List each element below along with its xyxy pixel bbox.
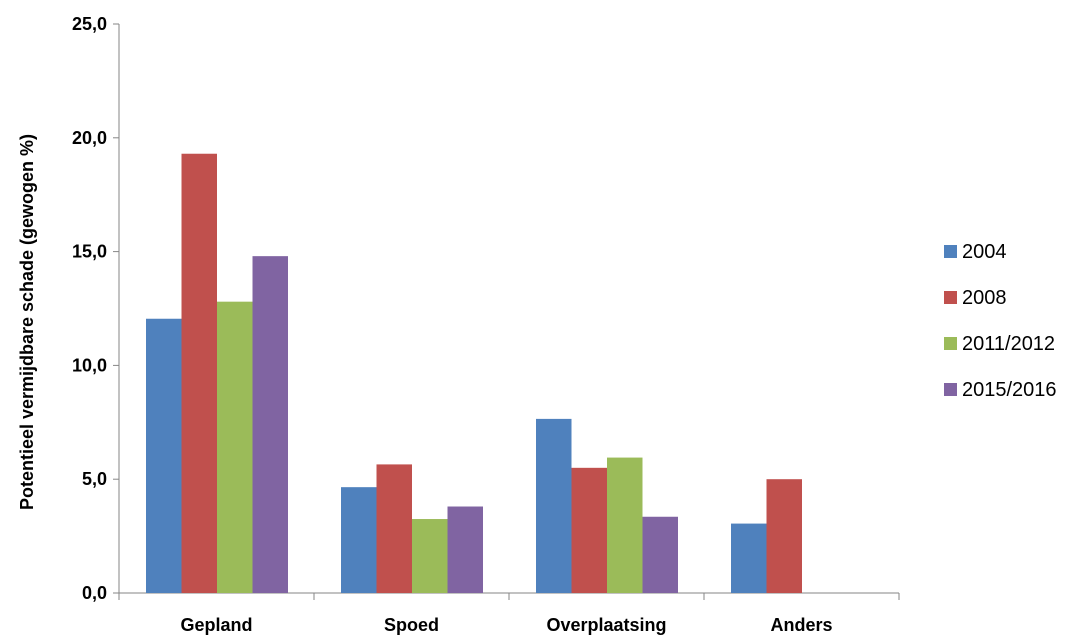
legend-swatch (944, 383, 957, 396)
bar-overplaatsing-2011-2012 (607, 457, 643, 593)
category-labels: Gepland Spoed Overplaatsing Anders (180, 615, 832, 635)
legend-item: 2015/2016 (944, 379, 1057, 401)
category-label: Gepland (180, 615, 252, 635)
bar-anders-2004 (731, 523, 767, 593)
legend-swatch (944, 245, 957, 258)
category-label: Overplaatsing (546, 615, 666, 635)
bar-spoed-2015-2016 (447, 506, 483, 593)
y-tick-label: 10,0 (72, 355, 107, 375)
legend-label: 2011/2012 (962, 333, 1055, 355)
legend-item: 2011/2012 (944, 333, 1055, 355)
y-axis: 0,0 5,0 10,0 15,0 20,0 25,0 (72, 14, 120, 603)
legend-swatch (944, 337, 957, 350)
legend-swatch (944, 291, 957, 304)
y-axis-label: Potentieel vermijdbare schade (gewogen %… (17, 134, 37, 510)
bar-gepland-2008 (181, 153, 217, 593)
bar-anders-2008 (766, 479, 802, 593)
category-label: Anders (770, 615, 832, 635)
legend-item: 2008 (944, 287, 1007, 309)
legend-label: 2015/2016 (962, 379, 1057, 401)
bar-gepland-2011-2012 (217, 301, 253, 593)
bar-spoed-2004 (341, 487, 377, 593)
y-tick-label: 0,0 (82, 583, 107, 603)
legend-item: 2004 (944, 241, 1007, 263)
y-tick-label: 20,0 (72, 128, 107, 148)
y-tick-label: 15,0 (72, 242, 107, 262)
y-tick-label: 5,0 (82, 469, 107, 489)
bar-spoed-2008 (376, 464, 412, 593)
bar-overplaatsing-2004 (536, 418, 572, 593)
category-label: Spoed (384, 615, 439, 635)
y-tick-label: 25,0 (72, 14, 107, 34)
x-axis (118, 592, 900, 600)
bar-overplaatsing-2008 (571, 467, 607, 593)
legend: 2004 2008 2011/2012 2015/2016 (944, 241, 1057, 401)
bar-gepland-2004 (146, 318, 182, 593)
legend-label: 2004 (962, 241, 1007, 263)
bar-overplaatsing-2015-2016 (642, 516, 678, 593)
bars (146, 153, 802, 593)
bar-gepland-2015-2016 (252, 256, 288, 593)
legend-label: 2008 (962, 287, 1007, 309)
bar-spoed-2011-2012 (412, 519, 448, 593)
